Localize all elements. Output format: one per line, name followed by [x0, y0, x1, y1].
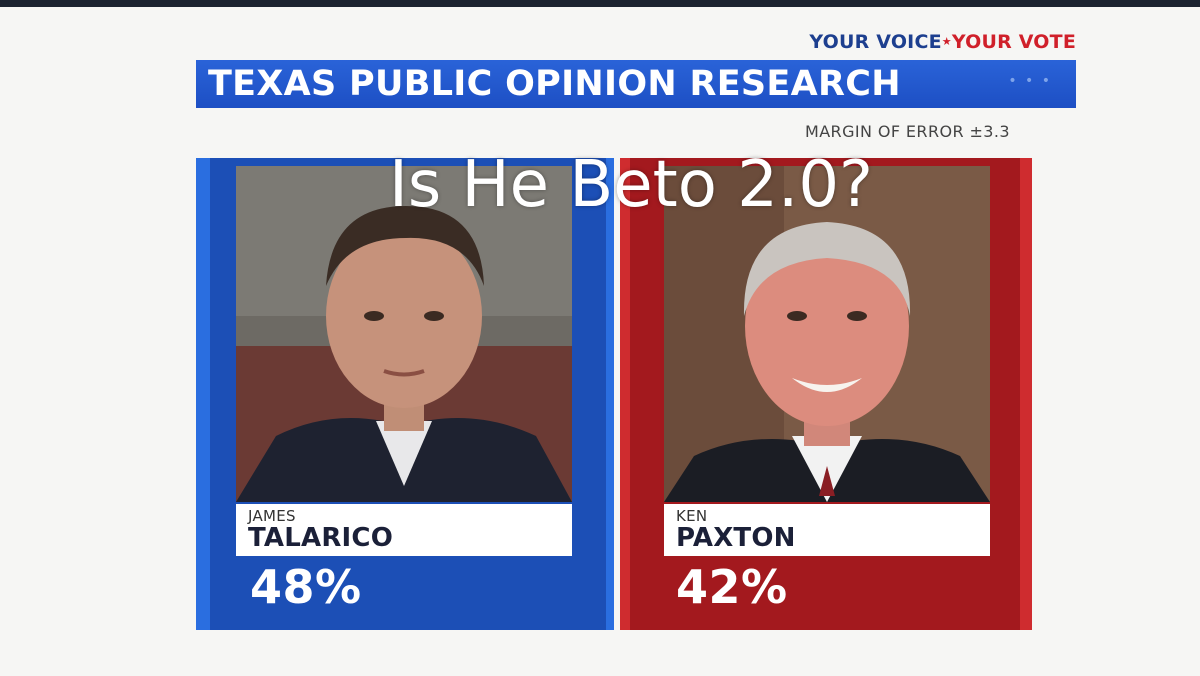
candidate-last-name: PAXTON: [676, 523, 796, 553]
tagline-vote: YOUR VOTE: [951, 31, 1076, 53]
margin-of-error: MARGIN OF ERROR ±3.3: [805, 122, 1010, 141]
candidate-first-name: JAMES: [248, 507, 296, 525]
title-bar: TEXAS PUBLIC OPINION RESEARCH • • •: [196, 60, 1076, 108]
candidate-first-name: KEN: [676, 507, 708, 525]
overlay-caption: Is He Beto 2.0?: [388, 148, 874, 222]
candidate-photo-talarico: [236, 166, 572, 502]
candidate-percent: 48%: [250, 560, 362, 614]
tagline: YOUR VOICE★YOUR VOTE: [809, 31, 1076, 53]
candidate-photo-paxton: [664, 166, 990, 502]
dots-icon: • • •: [1008, 73, 1052, 89]
name-box-talarico: JAMES TALARICO: [236, 504, 572, 556]
top-edge: [0, 0, 1200, 7]
candidate-panel-talarico: JAMES TALARICO 48%: [196, 158, 614, 630]
page-title: TEXAS PUBLIC OPINION RESEARCH: [208, 64, 901, 104]
candidate-last-name: TALARICO: [248, 523, 394, 553]
candidate-panel-paxton: KEN PAXTON 42%: [620, 158, 1032, 630]
star-icon: ★: [941, 35, 952, 48]
name-box-paxton: KEN PAXTON: [664, 504, 990, 556]
tagline-voice: YOUR VOICE: [809, 31, 942, 53]
candidate-percent: 42%: [676, 560, 788, 614]
